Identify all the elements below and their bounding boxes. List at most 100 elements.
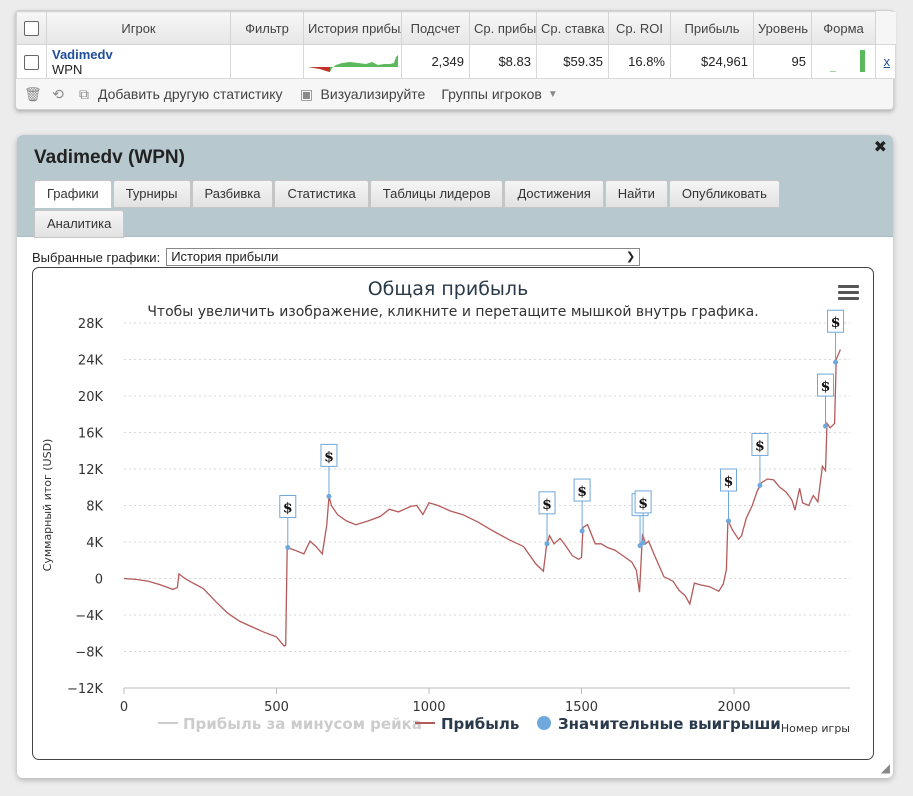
tab-analytics[interactable]: Аналитика [34,210,125,238]
legend-bigwin-swatch [537,716,551,730]
form-cell [811,44,876,79]
visualize-label: Визуализируйте [320,86,426,102]
flag-box [720,468,738,492]
flag-label: $ [283,500,293,516]
y-tick-label: 4K [86,536,103,551]
plot-area [123,349,841,647]
big-win-point [579,528,585,534]
big-win-point [726,518,732,524]
header-spacer [875,11,896,45]
y-tick-label: 16K [78,427,104,442]
chart-selector-row: Выбранные графики: История прибыли ❯ [32,248,641,266]
flag-label: $ [577,484,587,500]
col-header-profit[interactable]: Прибыль [670,11,754,45]
y-tick-label: 28K [78,317,104,332]
player-site: WPN [52,61,83,77]
sparkline-loss-area [308,67,330,72]
legend-item-bigwins[interactable]: Значительные выигрыши [558,715,781,733]
x-axis-title: Номер игры [781,722,850,735]
resize-handle-icon[interactable]: ◢ [880,761,890,775]
x-tick-label: 1000 [412,700,445,715]
trash-icon[interactable]: 🗑 [24,85,42,102]
chart-selector-dropdown[interactable]: История прибыли ❯ [166,248,641,266]
form-bars [830,50,865,72]
flag-label: $ [324,449,334,465]
row-checkbox[interactable] [24,54,39,70]
profit-sparkline [308,55,398,72]
add-stat-label: Добавить другую статистику [98,86,283,102]
big-win-point [326,493,332,499]
profit-series-line [123,349,841,647]
player-panel: Vadimedv (WPN) ✖ Графики Турниры Разбивка С… [17,135,893,778]
refresh-icon[interactable]: ⟲ [52,85,64,102]
y-tick-label: −4K [75,609,103,624]
flag-label: $ [724,474,734,490]
chart-grid [124,322,850,689]
add-stat-button[interactable]: ⧉ Добавить другую статистику [76,86,283,103]
big-win-point [640,540,646,546]
player-groups-label: Группы игроков [441,86,542,102]
flag-label: $ [638,496,648,512]
flag-box [279,494,297,518]
tab-leaderboards[interactable]: Таблицы лидеров [369,180,504,208]
close-icon[interactable]: ✖ [873,139,887,156]
tab-charts[interactable]: Графики [34,180,112,208]
flag-box [817,373,834,397]
big-win-point [823,423,828,429]
tab-tournaments[interactable]: Турниры [112,180,191,208]
flag-box [634,490,652,514]
legend-item-rake[interactable]: Прибыль за минусом рейка [183,715,422,733]
flag-label: $ [755,438,765,454]
player-name-link[interactable]: Vadimedv [52,46,113,62]
flag-box [320,443,338,467]
select-all-checkbox[interactable] [24,21,39,37]
profit-cell: $24,961 [670,44,754,79]
chart-selector-label: Выбранные графики: [32,249,161,265]
col-header-form[interactable]: Форма [811,11,876,45]
legend-item-profit[interactable]: Прибыль [441,715,519,733]
col-header-count[interactable]: Подсчет [401,11,470,45]
flag-box [538,491,556,515]
chart-menu-icon[interactable] [838,285,859,300]
col-header-player[interactable]: Игрок [46,11,231,45]
tab-statistics[interactable]: Статистика [274,180,369,208]
tab-achievements[interactable]: Достижения [504,180,604,208]
y-axis-title: Суммарный итог (USD) [41,439,54,572]
flag-box [751,432,769,456]
row-checkbox-cell[interactable] [16,44,47,79]
col-header-avg-roi[interactable]: Ср. ROI [608,11,671,45]
x-tick-label: 0 [120,700,128,715]
player-groups-dropdown[interactable]: Группы игроков ▼ [441,86,557,102]
flag-label: $ [542,497,552,513]
visualize-button[interactable]: ▣ Визуализируйте [299,85,426,103]
y-tick-label: 12K [78,463,104,478]
profit-chart[interactable]: Общая прибыль Чтобы увеличить изображени… [33,268,873,759]
tab-publish[interactable]: Опубликовать [668,180,780,208]
player-stats-table: Игрок Фильтр История прибыли Подсчет Ср.… [15,10,896,110]
tab-find[interactable]: Найти [604,180,668,208]
form-bar-small [830,71,836,72]
tab-breakdown[interactable]: Разбивка [191,180,274,208]
select-all-header[interactable] [16,11,47,45]
col-header-filter[interactable]: Фильтр [230,11,304,45]
avg-roi-cell: 16.8% [608,44,671,79]
panel-header: Vadimedv (WPN) ✖ Графики Турниры Разбивка С… [17,135,893,238]
x-tick-label: 1500 [565,700,598,715]
caret-down-icon: ▼ [547,88,558,100]
y-tick-label: −8K [75,646,103,661]
stats-toolbar: 🗑 ⟲ ⧉ Добавить другую статистику ▣ Визуа… [16,79,893,109]
col-header-profit-history[interactable]: История прибыли [303,11,402,45]
big-win-point [833,359,839,365]
col-header-avg-profit[interactable]: Ср. прибыль [469,11,537,45]
remove-row-link[interactable]: x [875,44,896,79]
image-icon: ▣ [299,85,314,102]
col-header-avg-stake[interactable]: Ср. ставка [536,11,609,45]
avg-stake-cell: $59.35 [536,44,609,79]
count-cell: 2,349 [401,44,470,79]
col-header-level[interactable]: Уровень [753,11,812,45]
big-win-point [757,482,763,488]
x-axis-ticks: 0 500 1000 1500 2000 [120,688,751,715]
filter-cell[interactable] [230,44,304,79]
profit-sparkline-cell [303,44,402,79]
x-tick-label: 500 [264,700,289,715]
